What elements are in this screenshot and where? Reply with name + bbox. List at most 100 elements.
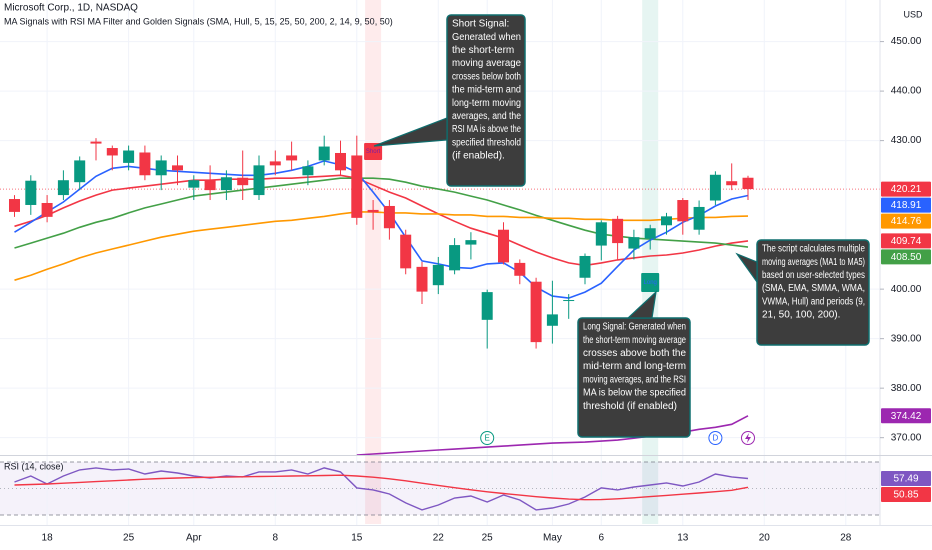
- price-label-box: [881, 408, 931, 424]
- callout-text: RSI MA is above the: [452, 124, 521, 135]
- callout-text: the short-term: [452, 45, 514, 56]
- candle-body: [546, 314, 558, 326]
- x-tick-label: 25: [123, 533, 135, 544]
- y-tick-label: 440.00: [891, 86, 922, 97]
- candle-body: [595, 222, 607, 246]
- indicator-title: MA Signals with RSI MA Filter and Golden…: [4, 16, 393, 26]
- indicator-line: [14, 177, 749, 249]
- candle-body: [106, 148, 118, 156]
- indicator-line: [14, 474, 749, 501]
- x-tick-label: May: [543, 533, 562, 544]
- candle-body: [155, 160, 167, 176]
- callout-seam: [758, 241, 868, 344]
- candle-body: [302, 166, 314, 176]
- signal-marker: [364, 143, 383, 160]
- candle-body: [579, 255, 591, 278]
- callout-pointer: [735, 252, 758, 284]
- candle-body: [172, 165, 183, 171]
- candle-body: [237, 177, 249, 186]
- candle-body: [481, 292, 493, 320]
- candle-body: [661, 216, 672, 226]
- callout-text: moving averages, and the RSI: [583, 374, 686, 385]
- candle-body: [57, 180, 69, 196]
- callout-text: averages, and the: [452, 111, 521, 122]
- flash-event[interactable]: [741, 431, 755, 445]
- event-label: D: [713, 434, 719, 443]
- candle-body: [25, 180, 37, 205]
- candle-body: [742, 177, 754, 190]
- candle-body: [432, 264, 444, 286]
- candle-body: [628, 237, 640, 249]
- price-label: 408.50: [891, 252, 922, 263]
- callout-text: Generated when: [452, 32, 521, 43]
- candle-body: [139, 152, 151, 176]
- candle-body: [644, 228, 656, 239]
- callout-pointer: [626, 290, 657, 319]
- y-tick-label: 430.00: [891, 135, 922, 146]
- callout-text: threshold (if enabled): [583, 401, 677, 412]
- candle-body: [335, 152, 346, 171]
- price-label: 418.91: [891, 200, 922, 211]
- candle-body: [514, 262, 526, 276]
- callout-text: the mid-term and: [452, 85, 521, 96]
- x-tick-label: 15: [351, 533, 363, 544]
- callout-text: The script calculates multiple: [762, 244, 865, 255]
- x-tick-label: 25: [482, 533, 494, 544]
- callout-seam: [448, 16, 524, 185]
- candle-body: [465, 240, 477, 245]
- signal-highlight: [365, 0, 382, 524]
- candle-body: [253, 165, 265, 196]
- candle-body: [400, 234, 412, 269]
- callout-seam: [579, 319, 689, 436]
- callout-text: VWMA, Hull) and periods (9,: [762, 296, 865, 307]
- candle-body: [677, 200, 689, 222]
- indicator-line: [14, 160, 749, 299]
- rsi-title: RSI (14, close): [4, 461, 64, 471]
- candle-body: [123, 150, 135, 163]
- candle-body: [449, 245, 461, 271]
- callout-text: moving averages (MA1 to MA5): [762, 257, 865, 268]
- grid-layer: [0, 0, 880, 525]
- candle-body: [693, 206, 705, 230]
- y-tick-label: 450.00: [891, 36, 922, 47]
- price-label: 57.49: [893, 474, 918, 485]
- candle-body: [383, 205, 395, 229]
- callout-pointer: [373, 117, 448, 147]
- x-tick-label: 28: [840, 533, 852, 544]
- candle-body: [498, 229, 509, 263]
- indicator-line: [14, 467, 749, 511]
- signal-marker: [641, 273, 660, 292]
- axis-layer: 18 25 Apr 8 15 22 25 May 6 13 20 28 370.00 380.00 390.…: [42, 36, 931, 544]
- callout-text: specified threshold: [452, 137, 521, 148]
- candle-body: [416, 266, 428, 292]
- symbol-title: Microsoft Corp., 1D, NASDAQ: [4, 3, 138, 14]
- x-tick-label: 22: [433, 533, 445, 544]
- callout-text: 21, 50, 100, 200).: [762, 310, 840, 321]
- callout-text: Short Signal:: [452, 19, 509, 30]
- indicator-line: [14, 211, 749, 281]
- price-label: 409.74: [891, 236, 922, 247]
- callout-text: (SMA, EMA, SMMA, WMA,: [762, 283, 865, 294]
- y-tick-label: 390.00: [891, 333, 922, 344]
- y-tick-label: 380.00: [891, 383, 922, 394]
- candle-body: [9, 199, 20, 212]
- x-tick-label: 6: [599, 533, 605, 544]
- callout-text: mid-term and long-term: [583, 361, 686, 372]
- candle-body: [709, 174, 721, 201]
- event-icon: [480, 431, 495, 445]
- price-label-box: [881, 233, 931, 249]
- x-tick-label: 8: [273, 533, 279, 544]
- candle-body: [74, 160, 86, 183]
- candle-body: [41, 202, 53, 217]
- price-label: 374.42: [891, 411, 922, 422]
- candle-body: [726, 181, 738, 186]
- callout-text: long-term moving: [452, 98, 521, 109]
- y-tick-label: 370.00: [891, 432, 922, 443]
- candle-body: [286, 155, 298, 161]
- candle-layer: [9, 135, 754, 349]
- signal-label: Long: [644, 280, 657, 286]
- candle-body: [530, 281, 542, 343]
- event-icon: [708, 431, 723, 445]
